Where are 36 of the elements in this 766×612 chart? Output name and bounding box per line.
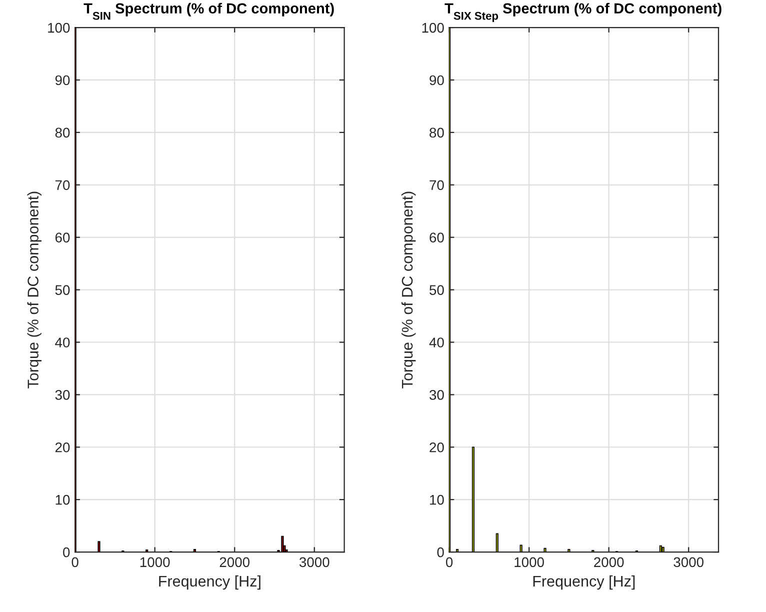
y-tick-label: 100 — [422, 22, 444, 33]
y-tick-label: 0 — [437, 547, 444, 558]
x-tick-label: 1000 — [140, 557, 170, 568]
x-axis-title: Frequency [Hz] — [533, 575, 635, 590]
x-tick-label: 1000 — [514, 557, 544, 568]
y-tick-label: 60 — [430, 232, 444, 243]
y-tick-label: 40 — [55, 338, 70, 348]
y-tick-label: 40 — [429, 338, 444, 348]
y-tick-label: 90 — [430, 75, 444, 86]
y-tick-label: 60 — [55, 232, 70, 243]
y-tick-label: 100 — [48, 22, 70, 33]
y-tick-label: 10 — [430, 494, 444, 505]
y-tick-label: 20 — [430, 442, 444, 452]
x-tick-label: 2000 — [220, 557, 250, 568]
y-tick-label: 30 — [55, 390, 70, 400]
x-axis-title: Frequency [Hz] — [159, 575, 260, 590]
y-tick-label: 0 — [63, 547, 70, 558]
chart-title: TSIX Step Spectrum (% of DC component) — [444, 2, 722, 22]
y-tick-label: 90 — [55, 75, 70, 86]
chart-title: TSIN Spectrum (% of DC component) — [84, 2, 334, 20]
y-tick-label: 70 — [430, 180, 444, 190]
x-tick-label: 0 — [72, 557, 78, 568]
y-axis-title: Torque (% of DC component) — [27, 192, 42, 388]
y-tick-label: 80 — [55, 128, 70, 138]
y-tick-label: 80 — [430, 128, 444, 138]
x-tick-label: 2000 — [594, 557, 624, 568]
y-tick-label: 30 — [430, 390, 444, 400]
y-tick-label: 70 — [55, 180, 70, 190]
x-tick-label: 0 — [446, 557, 453, 568]
y-tick-label: 50 — [430, 285, 444, 295]
y-tick-label: 20 — [55, 442, 70, 452]
y-tick-label: 50 — [55, 285, 70, 295]
y-axis-title: Torque (% of DC component) — [401, 192, 416, 388]
x-tick-label: 3000 — [674, 557, 704, 568]
x-tick-label: 3000 — [299, 557, 330, 568]
y-tick-label: 10 — [56, 494, 70, 505]
